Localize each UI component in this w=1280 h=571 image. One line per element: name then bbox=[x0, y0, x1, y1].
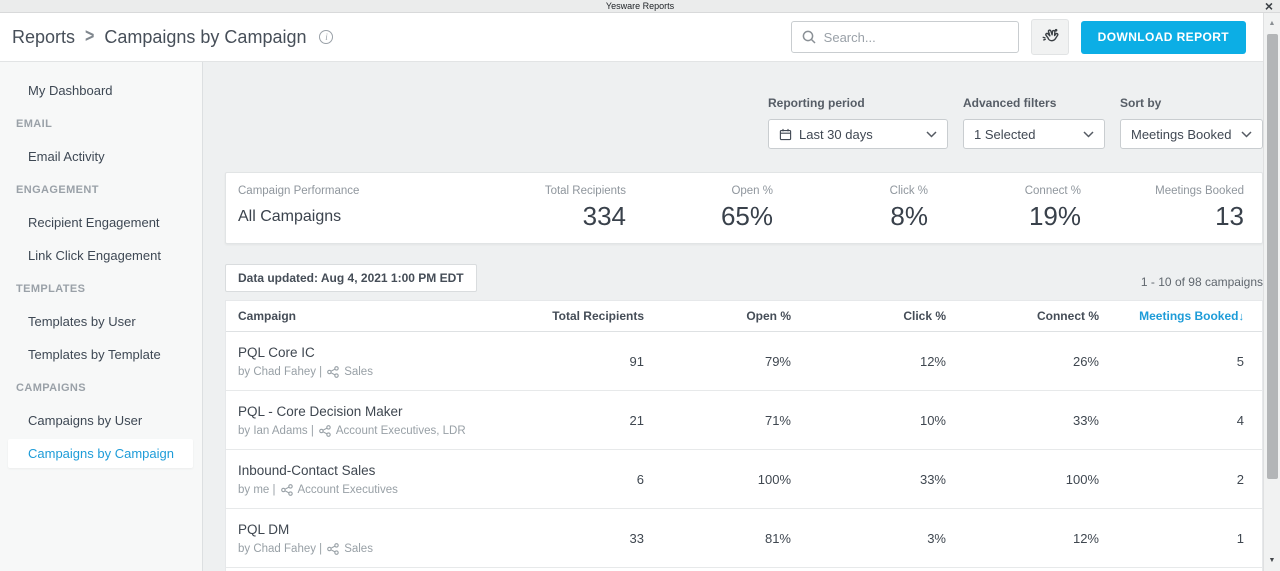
reporting-period-select[interactable]: Last 30 days bbox=[768, 119, 948, 149]
campaign-teams: Sales bbox=[344, 365, 373, 378]
summary-metric-connect: Connect % 19% bbox=[1024, 185, 1081, 231]
summary-metric-total-recipients: Total Recipients 334 bbox=[544, 185, 626, 231]
sidebar-section-templates: TEMPLATES bbox=[16, 282, 86, 295]
chevron-down-icon bbox=[1083, 130, 1094, 138]
sort-by-select[interactable]: Meetings Booked bbox=[1120, 119, 1263, 149]
filters-bar: Reporting period Last 30 days Advance bbox=[225, 96, 1263, 149]
main-content: Reporting period Last 30 days Advance bbox=[203, 62, 1280, 571]
advanced-filters-filter: Advanced filters 1 Selected bbox=[963, 96, 1105, 149]
scroll-down-icon[interactable]: ▼ bbox=[1268, 557, 1276, 564]
column-header-open[interactable]: Open % bbox=[746, 309, 791, 323]
campaign-cell: PQL Core IC by Chad Fahey | Sales bbox=[238, 344, 373, 378]
table-row[interactable]: PQL Core IC by Chad Fahey | Sales 91 79 bbox=[226, 332, 1262, 391]
summary-metric-meetings-booked: Meetings Booked 13 bbox=[1155, 185, 1244, 231]
campaigns-table: Campaign Total Recipients Open % Click %… bbox=[225, 300, 1263, 571]
layout: My Dashboard EMAIL Email Activity ENGAGE… bbox=[0, 62, 1280, 571]
sidebar-section-campaigns: CAMPAIGNS bbox=[16, 381, 87, 394]
partial-next-row bbox=[226, 568, 1262, 571]
campaign-cell: PQL DM by Chad Fahey | Sales bbox=[238, 521, 373, 555]
header-actions: DOWNLOAD REPORT bbox=[790, 19, 1246, 55]
sort-by-filter: Sort by Meetings Booked bbox=[1120, 96, 1263, 149]
search-box bbox=[790, 21, 1019, 53]
campaign-teams: Sales bbox=[344, 542, 373, 555]
campaign-teams: Account Executives, LDR bbox=[335, 424, 466, 437]
share-icon bbox=[319, 424, 331, 437]
sidebar-item-email-activity[interactable]: Email Activity bbox=[28, 149, 105, 164]
data-updated-badge: Data updated: Aug 4, 2021 1:00 PM EDT bbox=[225, 264, 477, 292]
waving-hand-icon bbox=[1039, 26, 1061, 48]
sidebar-section-email: EMAIL bbox=[16, 117, 53, 130]
table-meta-row: Data updated: Aug 4, 2021 1:00 PM EDT 1 … bbox=[225, 264, 1263, 292]
share-icon bbox=[327, 365, 339, 378]
sidebar-item-link-click-engagement[interactable]: Link Click Engagement bbox=[28, 248, 161, 263]
window-titlebar: Yesware Reports × bbox=[0, 0, 1280, 14]
sort-descending-icon: ↓ bbox=[1238, 311, 1245, 323]
sidebar-item-templates-by-user[interactable]: Templates by User bbox=[28, 314, 136, 329]
reporting-period-value: Last 30 days bbox=[799, 126, 873, 142]
search-icon bbox=[802, 30, 816, 44]
sidebar-item-campaigns-by-user[interactable]: Campaigns by User bbox=[28, 413, 143, 428]
page-title: Campaigns by Campaign bbox=[104, 26, 307, 47]
campaign-owner: by Ian Adams | bbox=[238, 424, 314, 437]
summary-metric-open: Open % 65% bbox=[720, 185, 773, 231]
calendar-icon bbox=[779, 128, 792, 141]
advanced-filters-value: 1 Selected bbox=[974, 126, 1036, 142]
campaign-cell: PQL - Core Decision Maker by Ian Adams |… bbox=[238, 403, 466, 437]
column-header-connect[interactable]: Connect % bbox=[1036, 309, 1099, 323]
scrollbar-thumb[interactable] bbox=[1267, 34, 1278, 479]
campaign-cell: Inbound-Contact Sales by me | Account Ex… bbox=[238, 462, 398, 496]
summary-card-title: All Campaigns bbox=[238, 208, 342, 225]
vertical-scrollbar[interactable]: ▲ ▼ bbox=[1263, 13, 1280, 571]
column-header-click[interactable]: Click % bbox=[903, 309, 946, 323]
chevron-down-icon bbox=[926, 130, 937, 138]
campaign-owner: by Chad Fahey | bbox=[238, 365, 323, 378]
chevron-down-icon bbox=[1241, 130, 1252, 138]
reporting-period-label: Reporting period bbox=[768, 96, 865, 110]
column-header-total-recipients[interactable]: Total Recipients bbox=[552, 309, 644, 323]
advanced-filters-label: Advanced filters bbox=[963, 96, 1057, 110]
campaign-performance-card: Campaign Performance All Campaigns Total… bbox=[225, 172, 1263, 244]
share-icon bbox=[280, 483, 293, 496]
app-header: Reports > Campaigns by Campaign i bbox=[0, 13, 1280, 62]
share-icon bbox=[327, 542, 339, 555]
advanced-filters-select[interactable]: 1 Selected bbox=[963, 119, 1105, 149]
sidebar-item-campaigns-by-campaign[interactable]: Campaigns by Campaign bbox=[0, 437, 202, 470]
sidebar-item-templates-by-template[interactable]: Templates by Template bbox=[28, 347, 161, 362]
table-row[interactable]: PQL DM by Chad Fahey | Sales 33 81% bbox=[226, 509, 1262, 568]
summary-metric-click: Click % 8% bbox=[889, 185, 928, 231]
sidebar: My Dashboard EMAIL Email Activity ENGAGE… bbox=[0, 62, 203, 571]
column-header-campaign[interactable]: Campaign bbox=[238, 309, 297, 323]
breadcrumb-reports[interactable]: Reports bbox=[12, 26, 76, 47]
summary-title-block: Campaign Performance All Campaigns bbox=[238, 185, 466, 243]
campaign-teams: Account Executives bbox=[297, 483, 398, 496]
close-icon[interactable]: × bbox=[1264, 0, 1273, 14]
breadcrumb: Reports > Campaigns by Campaign i bbox=[12, 26, 334, 48]
search-input[interactable] bbox=[823, 29, 1008, 45]
campaign-owner: by Chad Fahey | bbox=[238, 542, 323, 555]
info-icon[interactable]: i bbox=[319, 30, 334, 44]
reporting-period-filter: Reporting period Last 30 days bbox=[768, 96, 948, 149]
sidebar-item-my-dashboard[interactable]: My Dashboard bbox=[28, 83, 113, 98]
column-header-meetings-booked[interactable]: Meetings Booked↓ bbox=[1139, 309, 1245, 323]
sidebar-item-recipient-engagement[interactable]: Recipient Engagement bbox=[28, 215, 160, 230]
table-row[interactable]: Inbound-Contact Sales by me | Account Ex… bbox=[226, 450, 1262, 509]
wave-hand-button[interactable] bbox=[1030, 19, 1069, 55]
window-title: Yesware Reports bbox=[605, 1, 675, 11]
sort-by-value: Meetings Booked bbox=[1131, 126, 1232, 142]
summary-card-label: Campaign Performance bbox=[238, 185, 360, 197]
scroll-up-icon[interactable]: ▲ bbox=[1268, 20, 1276, 27]
chevron-right-icon: > bbox=[85, 26, 95, 47]
table-row[interactable]: PQL - Core Decision Maker by Ian Adams |… bbox=[226, 391, 1262, 450]
pagination-status: 1 - 10 of 98 campaigns bbox=[1140, 275, 1263, 289]
campaign-owner: by me | bbox=[238, 483, 276, 496]
download-report-button[interactable]: DOWNLOAD REPORT bbox=[1080, 20, 1246, 54]
sidebar-section-engagement: ENGAGEMENT bbox=[16, 183, 99, 196]
sort-by-label: Sort by bbox=[1120, 96, 1162, 110]
table-header-row: Campaign Total Recipients Open % Click %… bbox=[226, 301, 1262, 332]
